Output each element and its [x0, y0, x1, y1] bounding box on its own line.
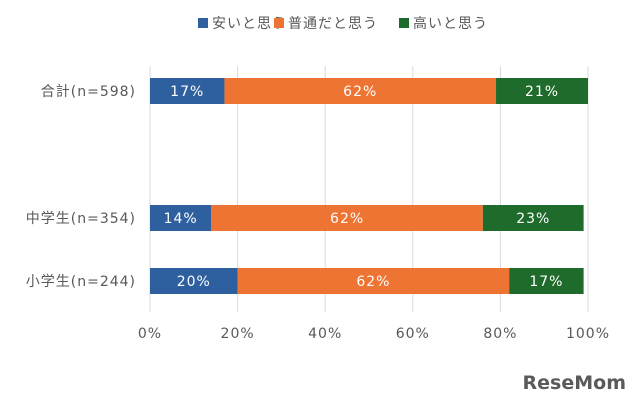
- data-label-2-2: 17%: [529, 274, 563, 290]
- x-tick-label-4: 80%: [483, 326, 517, 342]
- data-label-2-1: 62%: [356, 274, 390, 290]
- data-label-1-2: 23%: [516, 211, 550, 227]
- bar-segment-1-0: [150, 205, 212, 231]
- bar-segment-0-1: [224, 78, 497, 104]
- bar-segment-2-0: [150, 268, 238, 294]
- data-label-0-1: 62%: [343, 84, 377, 100]
- legend-label-1: 普通だと思う: [288, 16, 378, 32]
- bar-segment-1-1: [211, 205, 483, 231]
- legend-swatch-2: [399, 18, 409, 28]
- bar-segment-1-2: [482, 205, 584, 231]
- bar-segment-2-2: [509, 268, 584, 294]
- bar-segment-0-0: [150, 78, 225, 104]
- data-label-0-0: 17%: [170, 84, 204, 100]
- x-tick-label-0: 0%: [138, 326, 162, 342]
- x-tick-label-1: 20%: [221, 326, 255, 342]
- bar-segment-0-2: [496, 78, 588, 104]
- category-label-1: 中学生(n=354): [26, 211, 136, 227]
- data-label-1-0: 14%: [164, 211, 198, 227]
- legend-label-0: 安いと思う: [212, 16, 287, 32]
- x-tick-label-5: 100%: [566, 326, 610, 342]
- x-tick-label-2: 40%: [308, 326, 342, 342]
- category-label-2: 小学生(n=244): [26, 274, 136, 290]
- data-label-2-0: 20%: [177, 274, 211, 290]
- legend-label-2: 高いと思う: [413, 15, 488, 32]
- legend-swatch-0: [198, 18, 208, 28]
- x-tick-label-3: 60%: [396, 326, 430, 342]
- category-label-0: 合計(n=598): [41, 84, 136, 100]
- data-label-0-2: 21%: [525, 84, 559, 100]
- bar-segment-2-1: [237, 268, 510, 294]
- legend-swatch-1: [274, 18, 284, 28]
- data-label-1-1: 62%: [330, 211, 364, 227]
- resemom-logo: ReseMom: [522, 372, 626, 394]
